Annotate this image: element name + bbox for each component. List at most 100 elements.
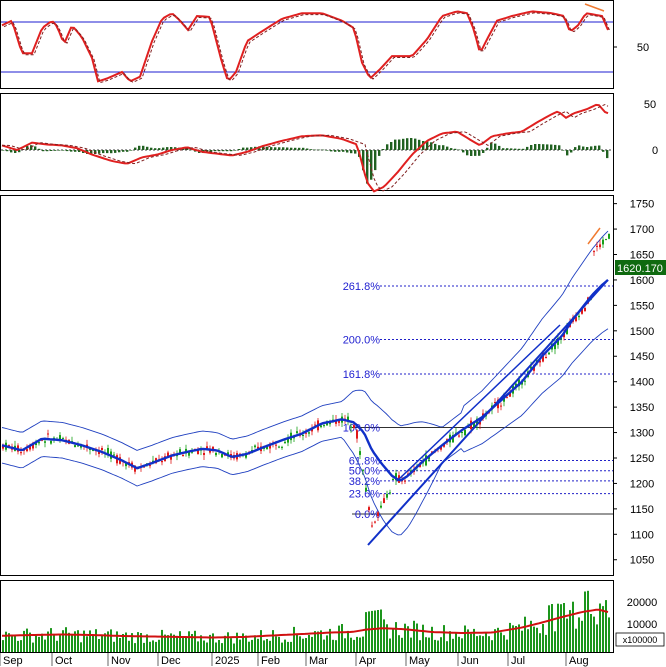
macd-hist-bar	[138, 145, 141, 150]
volume-bar	[35, 635, 37, 652]
macd-hist-bar	[250, 147, 253, 150]
volume-bar	[32, 642, 34, 652]
volume-bar	[590, 614, 592, 652]
volume-bar	[368, 611, 370, 652]
volume-bar	[11, 635, 13, 652]
candle-body	[98, 451, 100, 454]
price-tick-label: 1050	[630, 555, 654, 567]
month-label: Jul	[511, 655, 525, 667]
volume-bar	[569, 610, 571, 652]
macd-hist-bar	[222, 150, 225, 152]
volume-bar	[260, 630, 262, 652]
candle-body	[92, 450, 94, 452]
candle-body	[362, 469, 364, 471]
candle-body	[380, 505, 382, 508]
macd-hist-bar	[6, 150, 9, 152]
macd-hist-bar	[266, 146, 269, 150]
volume-bar	[170, 633, 172, 652]
fib-label: 0.0%	[355, 509, 380, 521]
macd-hist-bar	[274, 147, 277, 150]
candle-body	[593, 251, 595, 253]
volume-bar	[65, 627, 67, 652]
volume-bar	[470, 633, 472, 652]
volume-bar	[122, 634, 124, 652]
candle-body	[602, 239, 604, 245]
candle-body	[395, 473, 397, 481]
volume-bar	[386, 624, 388, 652]
volume-bar	[479, 635, 481, 652]
volume-bar	[524, 616, 526, 652]
volume-bar	[383, 619, 385, 652]
macd-hist-bar	[370, 150, 373, 180]
price-tick-label: 1300	[630, 428, 654, 440]
candle-body	[176, 455, 178, 457]
volume-bar	[158, 639, 160, 652]
volume-bar	[485, 632, 487, 652]
macd-hist-bar	[146, 146, 149, 150]
candle-body	[584, 308, 586, 312]
volume-bar	[461, 638, 463, 652]
volume-tick-10000: 10000	[627, 619, 658, 631]
volume-bar	[551, 604, 553, 652]
volume-bar	[401, 637, 403, 652]
volume-bar	[281, 642, 283, 652]
candle-body	[389, 492, 391, 494]
macd-hist-bar	[514, 148, 517, 150]
volume-bar	[425, 637, 427, 652]
macd-hist-bar	[350, 150, 353, 154]
trendline-main	[367, 281, 607, 546]
candle-body	[386, 494, 388, 498]
volume-bar	[140, 633, 142, 652]
macd-hist-bar	[322, 149, 325, 151]
candle-body	[203, 453, 205, 455]
volume-bar	[500, 632, 502, 652]
candle-body	[581, 308, 583, 314]
candle-body	[197, 450, 199, 455]
fib-label: 261.8%	[343, 281, 381, 293]
macd-hist-bar	[550, 144, 553, 150]
macd-hist-bar	[546, 144, 549, 150]
candle-body	[134, 465, 136, 472]
volume-bar	[449, 631, 451, 652]
volume-bar	[107, 631, 109, 652]
candle-body	[425, 455, 427, 466]
macd-hist-bar	[46, 150, 49, 152]
macd-hist-bar	[282, 147, 285, 150]
volume-bar	[206, 642, 208, 652]
macd-hist-bar	[114, 150, 117, 153]
volume-bar	[128, 640, 130, 652]
volume-bar	[188, 631, 190, 652]
macd-hist-bar	[538, 144, 541, 150]
volume-bar	[50, 628, 52, 652]
candle-body	[278, 446, 280, 448]
volume-bar	[467, 629, 469, 652]
macd-frame	[0, 93, 614, 191]
candle-body	[29, 446, 31, 450]
macd-hist-bar	[570, 150, 573, 153]
volume-bar	[20, 640, 22, 652]
candle-body	[101, 448, 103, 450]
volume-bar	[194, 630, 196, 652]
candle-body	[347, 416, 349, 422]
month-label: Jun	[461, 655, 479, 667]
candle-body	[500, 405, 502, 407]
candle-body	[62, 438, 64, 440]
candle-body	[605, 239, 607, 241]
volume-bar	[422, 624, 424, 652]
macd-hist-bar	[426, 141, 429, 150]
volume-bar	[212, 633, 214, 652]
macd-hist-bar	[582, 146, 585, 150]
candle-body	[188, 452, 190, 456]
bollinger-upper-band	[1, 230, 609, 451]
volume-bar	[173, 634, 175, 652]
macd-hist-bar	[594, 145, 597, 150]
volume-bar	[299, 636, 301, 652]
macd-hist-bar	[70, 150, 73, 152]
volume-bar	[266, 639, 268, 652]
macd-hist-bar	[414, 138, 417, 150]
volume-bar	[365, 612, 367, 652]
candle-body	[599, 244, 601, 248]
candle-body	[473, 422, 475, 428]
candle-body	[311, 428, 313, 432]
macd-hist-bar	[34, 146, 37, 150]
